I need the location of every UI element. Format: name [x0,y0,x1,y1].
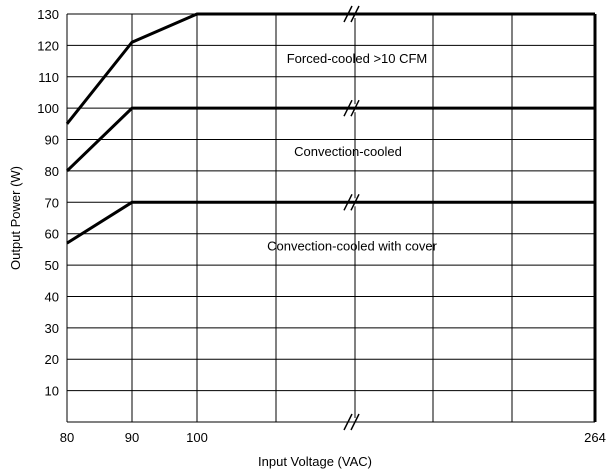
x-tick-label: 100 [186,430,208,445]
y-tick-label: 10 [45,384,59,399]
x-tick-label: 90 [125,430,139,445]
y-tick-label: 120 [37,38,59,53]
series-label-1: Forced-cooled >10 CFM [287,51,428,66]
axes [66,13,597,423]
x-tick-label: 80 [60,430,74,445]
series-label-3: Convection-cooled with cover [267,238,437,253]
labels: 10 20 30 40 50 60 70 80 90 100 110 120 130 80 90 100 264… [37,7,606,445]
y-tick-label: 100 [37,101,59,116]
axis-break-marks [340,5,368,431]
x-tick-label: 264 [584,430,606,445]
y-tick-label: 110 [38,70,59,85]
y-tick-label: 70 [45,195,59,210]
y-tick-label: 90 [45,133,59,148]
y-tick-label: 130 [37,7,59,22]
series-lines [65,12,595,245]
series-line-3 [66,200,595,245]
x-axis-label: Input Voltage (VAC) [258,454,372,469]
y-tick-label: 40 [45,289,59,304]
y-tick-label: 50 [45,258,59,273]
y-axis-label: Output Power (W) [8,166,23,270]
y-tick-label: 20 [45,352,59,367]
y-tick-label: 30 [45,321,59,336]
y-tick-label: 80 [45,164,59,179]
series-label-2: Convection-cooled [294,144,402,159]
grid [67,13,595,422]
series-line-2 [65,106,595,173]
y-tick-label: 60 [45,227,59,242]
